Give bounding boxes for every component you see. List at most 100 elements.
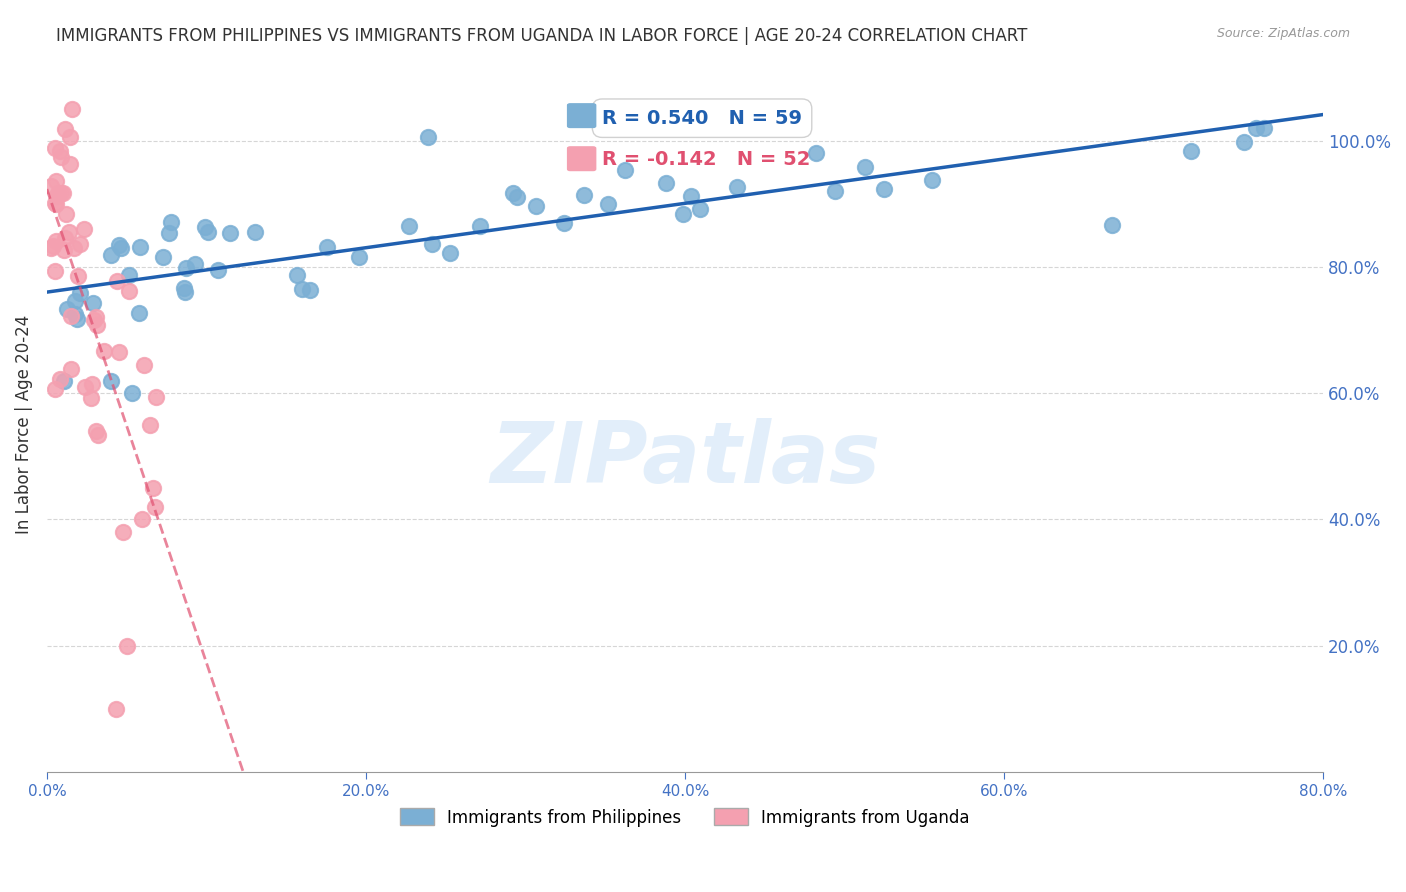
Point [197,225,219,239]
Point [67,269,90,284]
Point [62,102,84,116]
Point [59,157,82,171]
Point [69,286,91,301]
Point [44,382,66,396]
Text: IMMIGRANTS FROM PHILIPPINES VS IMMIGRANTS FROM UGANDA IN LABOR FORCE | AGE 20-24: IMMIGRANTS FROM PHILIPPINES VS IMMIGRANT… [56,27,1028,45]
Point [53,244,76,258]
Point [87,428,110,442]
Point [129,240,152,254]
Point [1246,120,1268,135]
Point [49,144,72,158]
Point [59,362,82,376]
Point [60,309,83,323]
Point [873,182,896,196]
Point [52,186,75,200]
Point [132,359,155,373]
Point [53,121,76,136]
Point [83,312,105,326]
Point [145,390,167,404]
Point [115,639,138,653]
Point [219,227,242,241]
Point [45,189,67,203]
Point [84,425,107,439]
Point [44,264,66,278]
Point [59,130,82,145]
Point [157,227,180,241]
Point [316,240,339,254]
Point [45,234,67,248]
Point [143,500,166,514]
Point [86,318,108,332]
Point [824,184,846,198]
Point [72,221,94,235]
Point [689,202,711,216]
FancyBboxPatch shape [568,147,596,170]
Point [725,179,748,194]
Point [506,189,529,203]
Point [42,239,65,253]
Point [347,250,370,264]
Point [45,174,67,188]
Point [672,207,695,221]
Point [53,231,76,245]
Point [131,512,153,526]
Point [502,186,524,200]
Point [108,238,131,252]
FancyBboxPatch shape [568,103,596,128]
Point [55,206,77,220]
Point [75,380,97,394]
Point [112,525,135,540]
Point [53,374,76,388]
Point [44,140,66,154]
Point [655,176,678,190]
Point [65,294,87,309]
Point [245,225,267,239]
Point [118,268,141,283]
Point [46,186,69,200]
Point [49,372,72,386]
Point [596,197,619,211]
Point [173,281,195,295]
Point [84,310,107,324]
Point [1233,135,1256,149]
Point [105,274,128,288]
Point [69,237,91,252]
Point [853,160,876,174]
Point [121,386,143,401]
Point [82,376,104,391]
Point [574,188,596,202]
Point [398,219,420,233]
Point [173,285,195,300]
Point [65,307,87,321]
Point [58,225,80,239]
Point [66,311,89,326]
Y-axis label: In Labor Force | Age 20-24: In Labor Force | Age 20-24 [15,315,32,534]
Point [63,241,86,255]
Point [291,282,314,296]
Point [207,263,229,277]
Text: Source: ZipAtlas.com: Source: ZipAtlas.com [1216,27,1350,40]
Point [80,391,103,405]
Point [56,302,79,317]
Point [681,189,703,203]
Point [194,219,217,234]
Point [439,245,461,260]
Text: R = 0.540   N = 59: R = 0.540 N = 59 [602,109,801,128]
Point [526,199,548,213]
Point [39,179,62,194]
Point [105,702,128,716]
Point [298,283,321,297]
Point [184,257,207,271]
Point [420,237,443,252]
Point [49,186,72,200]
Point [1101,219,1123,233]
Point [93,343,115,358]
Point [553,215,575,229]
Point [142,481,165,495]
Text: R = -0.142   N = 52: R = -0.142 N = 52 [602,151,810,169]
Point [49,150,72,164]
Point [44,195,66,210]
Point [1180,144,1202,158]
Point [416,130,439,145]
Point [139,417,162,432]
